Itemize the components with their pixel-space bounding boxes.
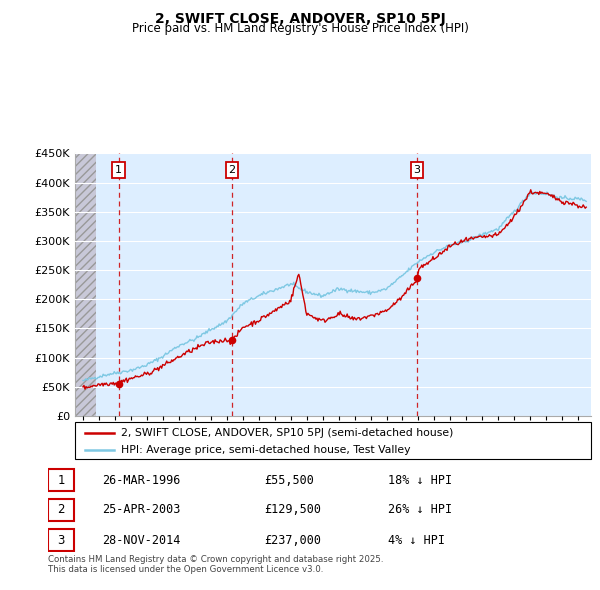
Text: 26-MAR-1996: 26-MAR-1996 [102, 474, 181, 487]
Text: 2, SWIFT CLOSE, ANDOVER, SP10 5PJ: 2, SWIFT CLOSE, ANDOVER, SP10 5PJ [155, 12, 445, 26]
Text: 1: 1 [57, 474, 65, 487]
Text: 3: 3 [57, 534, 65, 547]
Text: 3: 3 [413, 165, 421, 175]
Text: £237,000: £237,000 [264, 534, 321, 547]
FancyBboxPatch shape [48, 529, 74, 551]
Text: HPI: Average price, semi-detached house, Test Valley: HPI: Average price, semi-detached house,… [121, 445, 411, 455]
Text: 1: 1 [115, 165, 122, 175]
Text: £55,500: £55,500 [264, 474, 314, 487]
Text: Contains HM Land Registry data © Crown copyright and database right 2025.
This d: Contains HM Land Registry data © Crown c… [48, 555, 383, 574]
Text: 4% ↓ HPI: 4% ↓ HPI [388, 534, 445, 547]
Bar [75, 153, 96, 416]
Text: 2, SWIFT CLOSE, ANDOVER, SP10 5PJ (semi-detached house): 2, SWIFT CLOSE, ANDOVER, SP10 5PJ (semi-… [121, 428, 454, 438]
Text: Price paid vs. HM Land Registry's House Price Index (HPI): Price paid vs. HM Land Registry's House … [131, 22, 469, 35]
Text: 2: 2 [229, 165, 235, 175]
Text: £129,500: £129,500 [264, 503, 321, 516]
FancyBboxPatch shape [48, 499, 74, 520]
FancyBboxPatch shape [48, 469, 74, 491]
Text: 18% ↓ HPI: 18% ↓ HPI [388, 474, 452, 487]
Text: 25-APR-2003: 25-APR-2003 [102, 503, 181, 516]
Text: 26% ↓ HPI: 26% ↓ HPI [388, 503, 452, 516]
Text: 28-NOV-2014: 28-NOV-2014 [102, 534, 181, 547]
FancyBboxPatch shape [75, 422, 591, 459]
Text: 2: 2 [57, 503, 65, 516]
